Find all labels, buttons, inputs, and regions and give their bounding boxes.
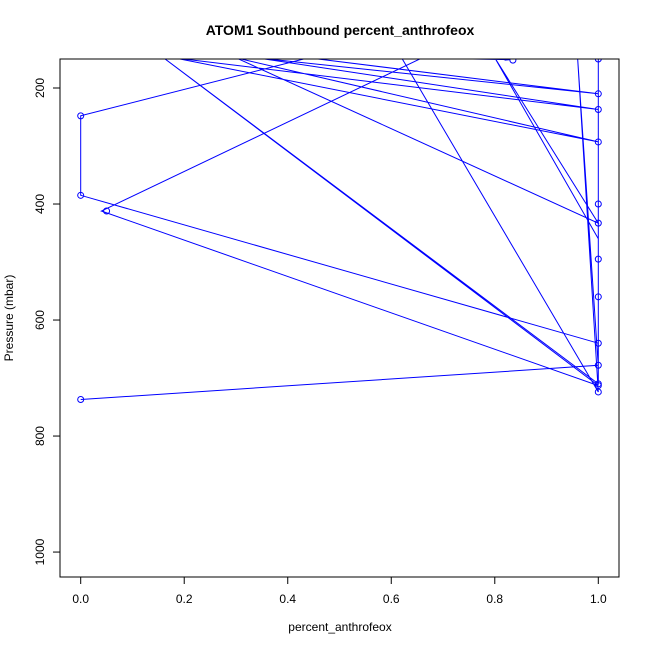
data-point xyxy=(594,200,602,208)
data-point xyxy=(594,105,602,113)
data-point xyxy=(594,388,602,396)
data-point xyxy=(509,59,517,64)
markers-layer xyxy=(77,59,602,403)
y-tick-label: 1000 xyxy=(33,538,47,565)
data-point xyxy=(594,59,602,63)
y-axis-label: Pressure (mbar) xyxy=(2,275,16,362)
plot-frame xyxy=(59,58,620,578)
y-axis: 200 400 600 800 1000 xyxy=(33,78,60,565)
data-point xyxy=(594,90,602,98)
data-point xyxy=(103,207,111,215)
x-tick-label: 0.2 xyxy=(176,592,193,606)
data-point xyxy=(77,395,85,403)
y-tick-label: 400 xyxy=(33,194,47,214)
x-tick-label: 0.4 xyxy=(279,592,296,606)
data-point xyxy=(77,112,85,120)
data-point xyxy=(594,339,602,347)
x-tick-label: 0.8 xyxy=(486,592,503,606)
data-point xyxy=(594,138,602,146)
x-tick-label: 0.0 xyxy=(72,592,89,606)
data-point xyxy=(594,255,602,263)
data-point xyxy=(77,191,85,199)
x-axis: 0.0 0.2 0.4 0.6 0.8 1.0 xyxy=(72,577,607,606)
x-tick-label: 0.6 xyxy=(383,592,400,606)
x-tick-label: 1.0 xyxy=(590,592,607,606)
y-tick-label: 600 xyxy=(33,310,47,330)
data-point xyxy=(594,219,602,227)
y-tick-label: 200 xyxy=(33,78,47,98)
data-point xyxy=(594,293,602,301)
series-line xyxy=(80,59,600,400)
chart-title: ATOM1 Southbound percent_anthrofeox xyxy=(206,22,475,38)
y-tick-label: 800 xyxy=(33,426,47,446)
x-axis-label: percent_anthrofeox xyxy=(288,620,391,634)
series-layer xyxy=(80,59,600,400)
data-point xyxy=(594,361,602,369)
